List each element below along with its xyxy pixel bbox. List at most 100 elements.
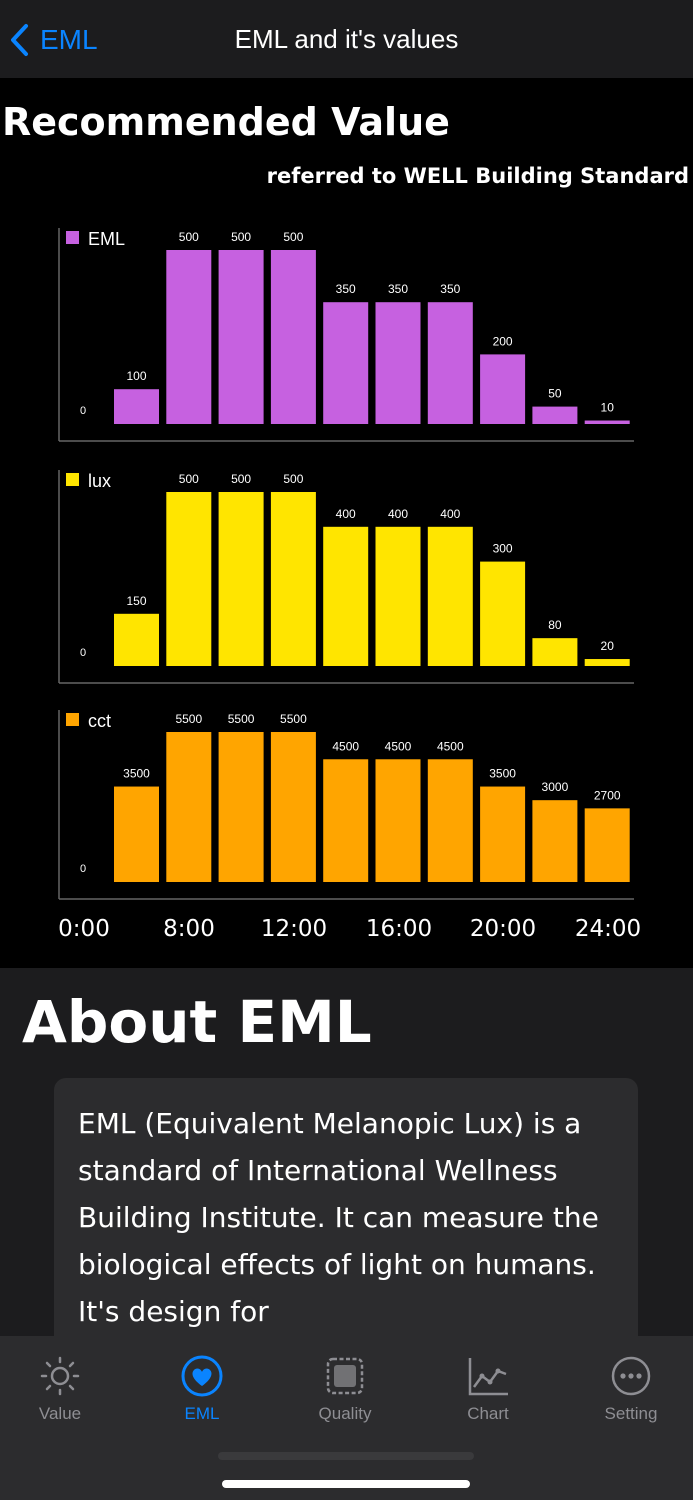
scroll-indicator — [218, 1452, 474, 1460]
navigation-bar: EML EML and it's values — [0, 0, 693, 78]
bar — [323, 759, 369, 882]
data-label: 50 — [548, 387, 562, 401]
data-label: 80 — [548, 618, 562, 632]
bar — [323, 302, 369, 424]
data-label: 400 — [336, 507, 356, 521]
about-section: About EML EML (Equivalent Melanopic Lux)… — [0, 968, 693, 1336]
x-tick-label: 8:00 — [163, 916, 215, 942]
y-zero-label: 0 — [80, 647, 86, 659]
data-label: 350 — [440, 282, 460, 296]
data-label: 4500 — [437, 739, 464, 753]
bar — [270, 492, 316, 666]
bar — [532, 406, 578, 424]
data-label: 350 — [388, 282, 408, 296]
x-tick-label: 12:00 — [261, 916, 327, 942]
data-label: 3500 — [489, 767, 516, 781]
tab-label: EML — [184, 1404, 220, 1423]
data-label: 500 — [283, 472, 303, 486]
back-button[interactable]: EML — [8, 22, 98, 58]
data-label: 500 — [179, 230, 199, 244]
bar — [427, 759, 473, 882]
data-label: 500 — [231, 230, 251, 244]
data-label: 150 — [126, 594, 146, 608]
bar — [375, 526, 421, 666]
sun-icon — [40, 1356, 80, 1396]
legend-label: lux — [88, 471, 111, 491]
bar — [532, 800, 578, 882]
tab-label: Chart — [467, 1404, 509, 1423]
bar — [427, 526, 473, 666]
bar — [480, 354, 526, 424]
data-label: 500 — [231, 472, 251, 486]
bar — [427, 302, 473, 424]
x-tick-label: 16:00 — [366, 916, 432, 942]
bar — [166, 250, 212, 424]
bar — [375, 302, 421, 424]
bar — [480, 561, 526, 666]
legend-swatch — [66, 231, 79, 244]
x-tick-label: 0:00 — [58, 916, 110, 942]
ellipsis-icon — [611, 1356, 651, 1396]
data-label: 2700 — [594, 788, 621, 802]
x-tick-label: 24:00 — [575, 916, 641, 942]
data-label: 10 — [601, 401, 615, 415]
bar — [323, 526, 369, 666]
recommended-charts: EML 0 100 500 500 500 350 350 350 200 50 10 lux 0 150 5… — [58, 228, 641, 942]
data-label: 200 — [493, 334, 513, 348]
data-label: 400 — [440, 507, 460, 521]
recommended-title: Recommended Value — [2, 100, 450, 144]
heart-icon — [181, 1355, 223, 1397]
back-label: EML — [40, 24, 98, 55]
tab-quality[interactable]: Quality — [285, 1354, 405, 1424]
bar — [114, 389, 159, 424]
data-label: 350 — [336, 282, 356, 296]
bar — [480, 786, 526, 882]
bar — [166, 732, 212, 882]
frame-icon — [326, 1357, 364, 1395]
x-tick-label: 20:00 — [470, 916, 536, 942]
tab-eml[interactable]: EML — [142, 1354, 262, 1424]
data-label: 4500 — [385, 739, 412, 753]
legend-swatch — [66, 713, 79, 726]
bar — [114, 786, 159, 882]
tab-setting[interactable]: Setting — [571, 1354, 691, 1424]
bar — [584, 659, 630, 666]
legend-label: EML — [88, 229, 125, 249]
line-chart-icon — [468, 1358, 508, 1396]
data-label: 500 — [179, 472, 199, 486]
bar — [584, 808, 630, 882]
chevron-left-icon — [11, 24, 28, 56]
bar — [218, 250, 264, 424]
tab-chart[interactable]: Chart — [428, 1354, 548, 1424]
y-zero-label: 0 — [80, 405, 86, 417]
data-label: 300 — [493, 542, 513, 556]
data-label: 3500 — [123, 767, 150, 781]
tab-label: Setting — [604, 1404, 658, 1423]
recommended-subtitle: referred to WELL Building Standard — [266, 164, 689, 188]
bar — [166, 492, 212, 666]
home-indicator[interactable] — [222, 1480, 470, 1488]
tab-label: Quality — [318, 1404, 372, 1423]
recommended-section: Recommended Value referred to WELL Build… — [0, 78, 693, 968]
bar — [218, 492, 264, 666]
data-label: 3000 — [542, 780, 569, 794]
tab-bar: Value EML Quality Chart Setting — [0, 1336, 693, 1500]
bar — [270, 250, 316, 424]
about-text: EML (Equivalent Melanopic Lux) is a stan… — [78, 1107, 599, 1328]
data-label: 5500 — [280, 712, 307, 726]
tab-value[interactable]: Value — [0, 1354, 120, 1424]
data-label: 500 — [283, 230, 303, 244]
data-label: 5500 — [228, 712, 255, 726]
data-label: 4500 — [332, 739, 359, 753]
about-card: EML (Equivalent Melanopic Lux) is a stan… — [54, 1078, 638, 1336]
bar — [584, 420, 630, 424]
data-label: 5500 — [175, 712, 202, 726]
bar — [218, 732, 264, 882]
about-title: About EML — [22, 988, 372, 1056]
bar — [532, 638, 578, 666]
data-label: 20 — [601, 639, 615, 653]
legend-swatch — [66, 473, 79, 486]
legend-label: cct — [88, 711, 111, 731]
data-label: 100 — [126, 369, 146, 383]
nav-title: EML and it's values — [234, 24, 459, 54]
